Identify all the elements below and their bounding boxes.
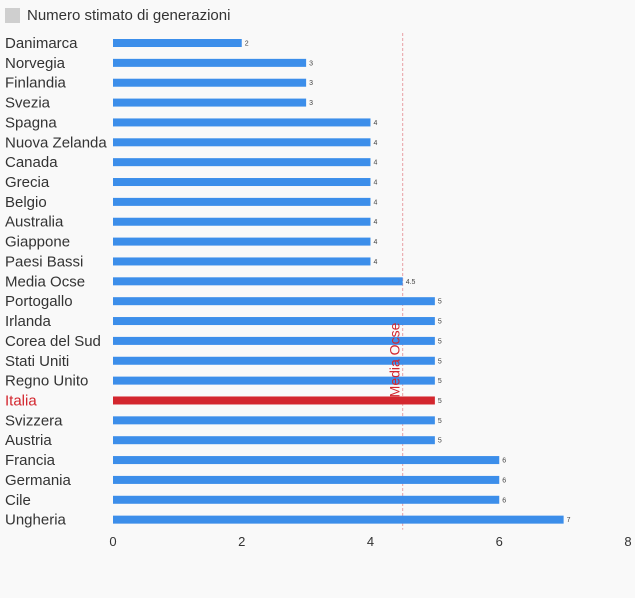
x-tick-label: 4: [367, 534, 374, 549]
category-label: Canada: [5, 154, 58, 171]
bar: [113, 58, 307, 67]
x-tick-label: 0: [109, 534, 116, 549]
category-label: Francia: [5, 452, 56, 469]
category-label: Danimarca: [5, 35, 78, 52]
bar: [113, 138, 371, 147]
bar: [113, 317, 435, 326]
bar: [113, 436, 435, 445]
bar: [113, 237, 371, 246]
value-label: 4: [374, 160, 378, 167]
category-label: Svizzera: [5, 412, 63, 429]
bar: [113, 475, 500, 484]
bar: [113, 297, 435, 306]
value-label: 5: [438, 319, 442, 326]
category-label: Germania: [5, 472, 72, 489]
category-label: Giappone: [5, 234, 70, 251]
category-label: Grecia: [5, 174, 50, 191]
legend: Numero stimato di generazioni: [5, 6, 230, 24]
bar: [113, 356, 435, 365]
value-label: 3: [309, 100, 313, 107]
legend-swatch: [5, 7, 20, 23]
value-label: 3: [309, 60, 313, 67]
category-label: Irlanda: [5, 313, 52, 330]
category-label: Finlandia: [5, 75, 67, 92]
value-label: 5: [438, 438, 442, 445]
category-label: Svezia: [5, 95, 51, 112]
value-label: 4: [374, 259, 378, 266]
value-label: 5: [438, 418, 442, 425]
bar: [113, 217, 371, 226]
bar: [113, 416, 435, 425]
bar: [113, 396, 435, 405]
value-label: 5: [438, 299, 442, 306]
bar: [113, 495, 500, 504]
value-label: 2: [245, 41, 249, 48]
bar: [113, 515, 564, 524]
category-label: Australia: [5, 214, 64, 231]
value-label: 4.5: [406, 279, 416, 286]
value-label: 4: [374, 239, 378, 246]
category-label: Cile: [5, 492, 31, 509]
legend-label: Numero stimato di generazioni: [27, 6, 231, 24]
bar: [113, 158, 371, 167]
category-label: Spagna: [5, 114, 57, 131]
category-label: Portogallo: [5, 293, 73, 310]
category-label: Paesi Bassi: [5, 253, 83, 270]
x-tick-label: 2: [238, 534, 245, 549]
category-label: Nuova Zelanda: [5, 134, 107, 151]
category-label: Italia: [5, 392, 37, 409]
category-label: Corea del Sud: [5, 333, 101, 350]
bar: [113, 78, 307, 87]
value-label: 6: [502, 458, 506, 465]
value-label: 5: [438, 378, 442, 385]
bar: [113, 277, 403, 286]
bar: [113, 456, 500, 465]
value-label: 7: [567, 517, 571, 524]
category-label: Regno Unito: [5, 373, 88, 390]
category-label: Media Ocse: [5, 273, 85, 290]
category-label: Belgio: [5, 194, 47, 211]
x-tick-label: 6: [496, 534, 503, 549]
bar: [113, 376, 435, 385]
category-label: Stati Uniti: [5, 353, 69, 370]
value-label: 5: [438, 338, 442, 345]
category-label: Ungheria: [5, 512, 67, 529]
value-label: 6: [502, 497, 506, 504]
value-label: 4: [374, 120, 378, 127]
value-label: 5: [438, 358, 442, 365]
value-label: 5: [438, 398, 442, 405]
category-label: Austria: [5, 432, 52, 449]
x-tick-label: 8: [624, 534, 631, 549]
value-label: 4: [374, 140, 378, 147]
value-label: 4: [374, 199, 378, 206]
reference-line-label: Media Ocse: [387, 322, 403, 397]
value-label: 3: [309, 80, 313, 87]
bar: [113, 336, 435, 345]
bar: [113, 98, 307, 107]
value-label: 6: [502, 477, 506, 484]
value-label: 4: [374, 180, 378, 187]
value-label: 4: [374, 219, 378, 226]
bar: [113, 257, 371, 266]
category-label: Norvegia: [5, 55, 66, 72]
bar: [113, 178, 371, 187]
bar: [113, 118, 371, 127]
bar: [113, 197, 371, 206]
bar: [113, 39, 242, 47]
